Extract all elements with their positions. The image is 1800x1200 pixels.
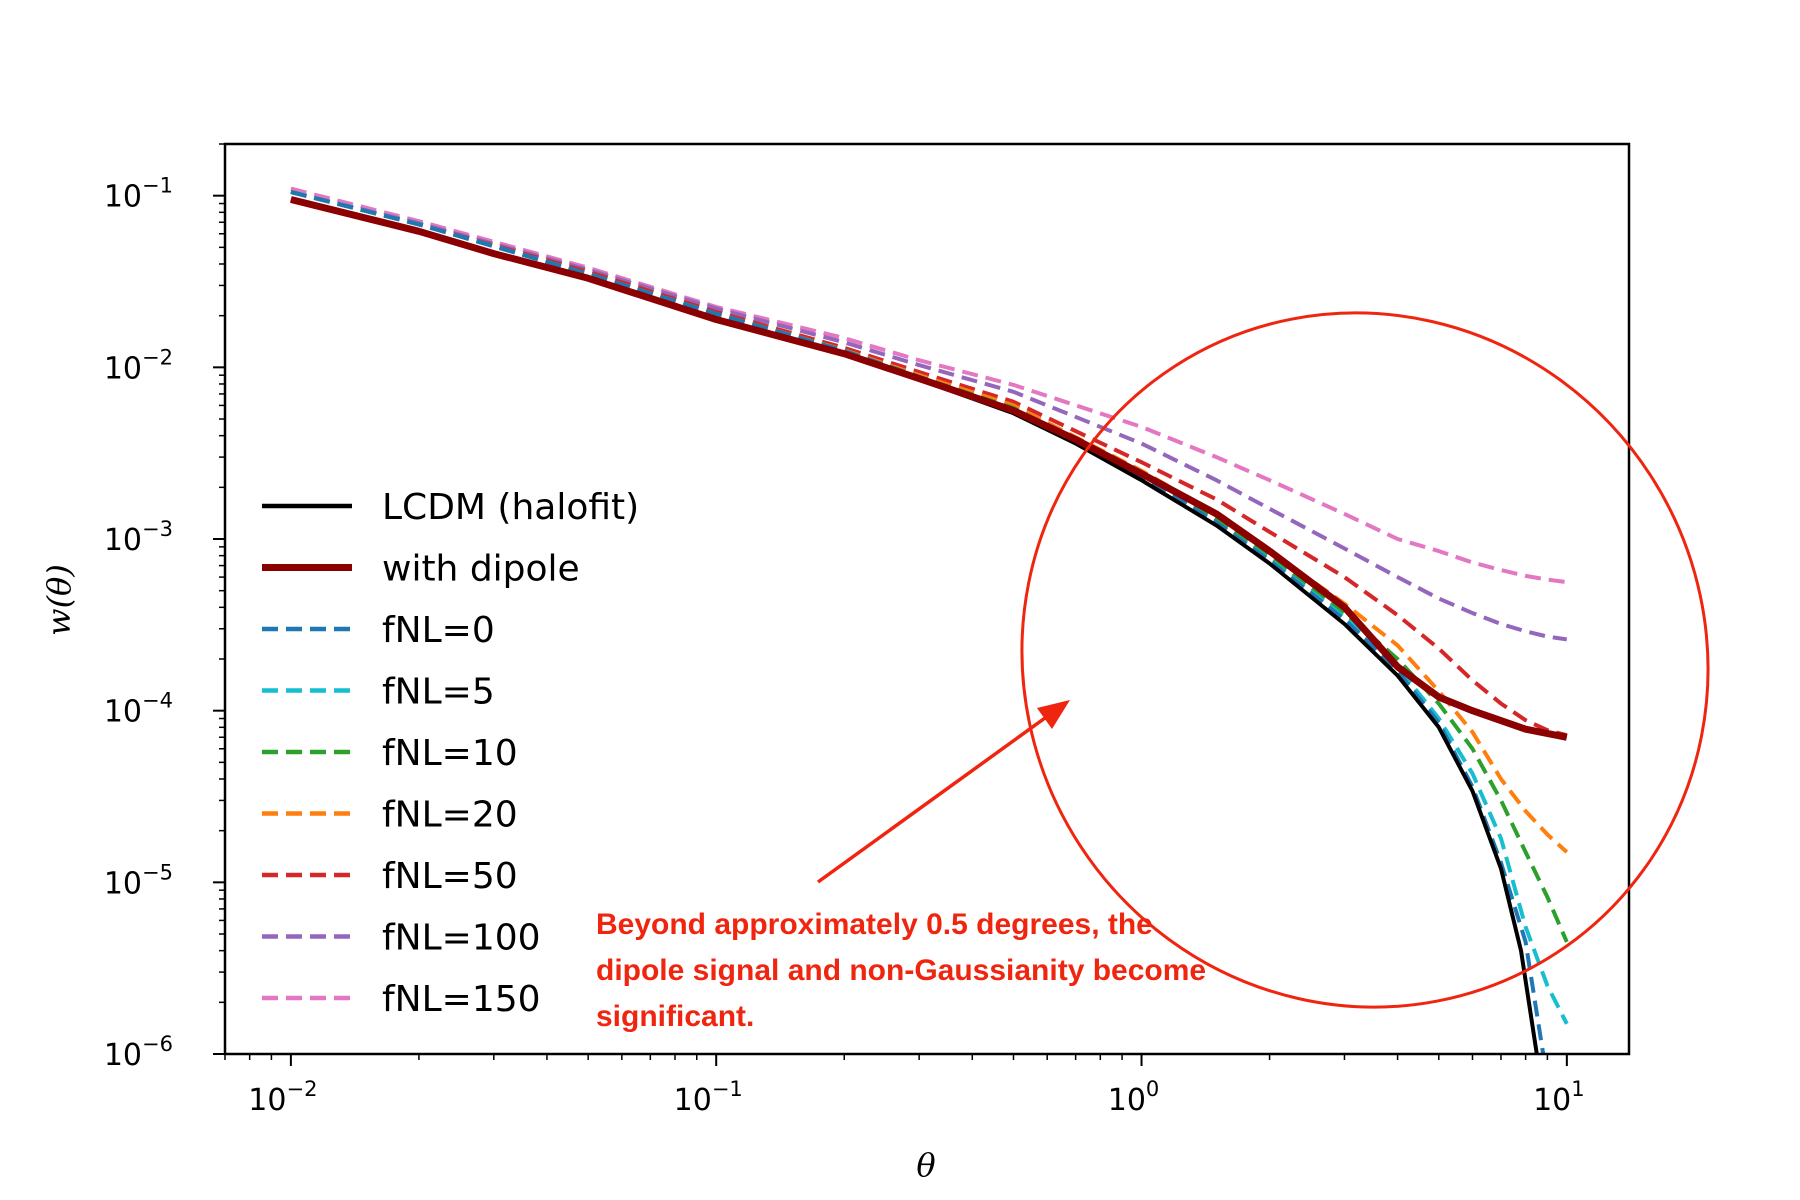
annotation: Beyond approximately 0.5 degrees, the di… (596, 311, 1710, 1033)
annotation-arrow-shaft (816, 716, 1047, 884)
x-tick-label: 101 (1533, 1077, 1585, 1118)
y-tick-label: 10−4 (104, 689, 173, 730)
legend-label: fNL=10 (382, 733, 518, 774)
annotation-line-1: Beyond approximately 0.5 degrees, the (596, 908, 1153, 941)
legend-label: with dipole (382, 549, 580, 590)
y-tick-label: 10−3 (104, 517, 173, 558)
y-tick-label: 10−1 (104, 174, 173, 215)
x-axis-label: θ (916, 1146, 935, 1184)
y-tick-label: 10−6 (104, 1032, 173, 1073)
legend-label: fNL=20 (382, 795, 518, 836)
plot-frame (223, 142, 1631, 1056)
series-line-fnl-5 (290, 190, 1569, 1025)
legend-label: LCDM (halofit) (382, 487, 639, 528)
annotation-line-2: dipole signal and non-Gaussianity become (596, 954, 1206, 987)
legend-label: fNL=100 (382, 918, 541, 959)
ticks-layer: 10−2 10−1 100 101 10−1 10−2 10−3 10−4 10−5 10−6 (104, 143, 1585, 1118)
x-tick-label: 10−2 (248, 1077, 317, 1118)
series-layer (290, 186, 1569, 1054)
x-tick-label: 100 (1108, 1077, 1160, 1118)
y-axis-label: w(θ) (40, 564, 78, 636)
series-line-fnl-0 (290, 190, 1546, 1054)
series-line-with-dipole (290, 196, 1568, 741)
annotation-line-3: significant. (596, 1000, 754, 1033)
legend: LCDM (halofit) with dipole fNL=0 fNL=5 fNL=1… (262, 487, 639, 1020)
x-tick-label: 10−1 (674, 1077, 743, 1118)
series-line-fnl-100 (290, 190, 1568, 642)
y-tick-label: 10−5 (104, 860, 173, 901)
legend-label: fNL=5 (382, 672, 495, 713)
highlight-ellipse (1020, 311, 1710, 1009)
legend-label: fNL=50 (382, 856, 518, 897)
y-tick-label: 10−2 (104, 345, 173, 386)
legend-label: fNL=0 (382, 610, 495, 651)
annotation-arrow-head (1037, 700, 1070, 729)
legend-label: fNL=150 (382, 979, 541, 1020)
